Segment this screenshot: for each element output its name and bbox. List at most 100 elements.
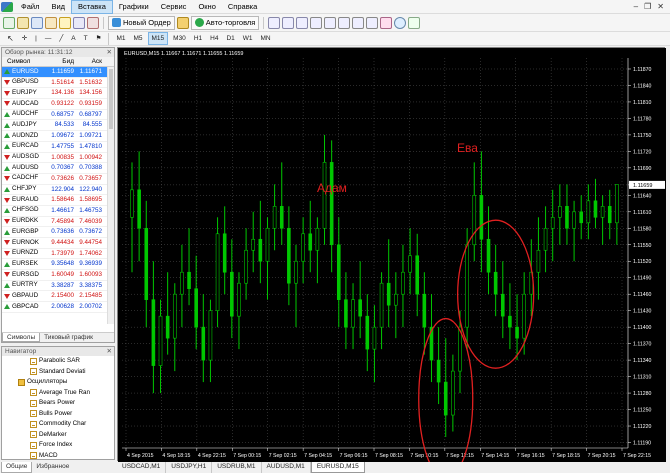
line-chart-icon[interactable] (296, 16, 309, 29)
table-row[interactable]: AUDNZD 1.09672 1.09721 (2, 131, 114, 142)
navigator-item[interactable]: Bulls Power (2, 409, 114, 420)
column-header-symbol[interactable]: Символ (7, 58, 31, 65)
timeframe-m15[interactable]: M15 (147, 32, 169, 45)
templates-icon[interactable] (408, 16, 421, 29)
table-row[interactable]: EURDKK 7.45894 7.46039 (2, 217, 114, 228)
vertical-line-icon[interactable]: | (35, 35, 37, 42)
table-row[interactable]: AUDUSD 0.70367 0.70388 (2, 163, 114, 174)
table-row[interactable]: EURUSD 1.11659 1.11671 (2, 67, 114, 78)
table-row[interactable]: AUDSGD 1.00835 1.00942 (2, 153, 114, 164)
table-row[interactable]: CHFSGD 1.46617 1.46753 (2, 206, 114, 217)
chart-tab[interactable]: USDJPY,H1 (166, 462, 213, 473)
tab-common[interactable]: Общие (1, 462, 33, 473)
table-row[interactable]: EURSGD 1.60049 1.60093 (2, 270, 114, 281)
text-tool-icon[interactable]: A (71, 35, 76, 42)
navigator-item[interactable]: Average True Ran (2, 388, 114, 399)
table-row[interactable]: AUDCHF 0.68757 0.68797 (2, 110, 114, 121)
navigator-item[interactable]: Force Index (2, 440, 114, 451)
tab-tick-chart[interactable]: Тиковый график (44, 334, 93, 341)
navigator-icon[interactable] (59, 16, 71, 29)
timeframe-m30[interactable]: M30 (173, 35, 186, 42)
table-row[interactable]: GBPUSD 1.51614 1.51632 (2, 78, 114, 89)
table-row[interactable]: CHFJPY 122.904 122.940 (2, 185, 114, 196)
meta-editor-icon[interactable] (176, 16, 189, 29)
tile-windows-icon[interactable] (338, 16, 351, 29)
tester-icon[interactable] (87, 16, 99, 29)
table-row[interactable]: AUDCAD 0.93122 0.93159 (2, 99, 114, 110)
table-row[interactable]: EURNZD 1.73979 1.74062 (2, 249, 114, 260)
menu-window[interactable]: Окно (198, 1, 216, 11)
table-row[interactable]: EURJPY 134.136 134.156 (2, 88, 114, 100)
new-order-button[interactable]: Новый Ордер (108, 15, 175, 30)
table-row[interactable]: EURAUD 1.58646 1.58695 (2, 195, 114, 206)
autoscroll-icon[interactable] (352, 16, 365, 29)
table-row[interactable]: EURSEK 9.35648 9.36939 (2, 259, 114, 271)
y-tick-label: 1.11400 (633, 325, 651, 331)
chart-tab[interactable]: USDRUB,M1 (212, 462, 262, 473)
cursor-icon[interactable]: ↖ (7, 34, 14, 43)
table-row[interactable]: AUDJPY 84.533 84.555 (2, 120, 114, 132)
minimize-icon[interactable]: – (633, 2, 639, 11)
table-row[interactable]: GBPAUD 2.15400 2.15485 (2, 291, 114, 303)
close-icon[interactable]: ✕ (657, 2, 664, 11)
new-chart-icon[interactable] (3, 16, 15, 29)
navigator-item[interactable]: Parabolic SAR (2, 356, 114, 367)
market-watch-scrollbar[interactable] (107, 67, 114, 324)
market-watch-icon[interactable] (45, 16, 57, 29)
profiles-icon[interactable] (17, 16, 29, 29)
horizontal-line-icon[interactable]: — (44, 35, 52, 42)
timeframe-m5[interactable]: M5 (133, 35, 143, 42)
bar-chart-icon[interactable] (268, 16, 281, 29)
arrows-tool-icon[interactable]: ⚑ (95, 35, 102, 42)
crosshair-icon[interactable]: ✛ (21, 35, 28, 42)
navigator-item[interactable]: Bears Power (2, 398, 114, 409)
table-row[interactable]: GBPCAD 2.00628 2.00702 (2, 302, 114, 313)
tab-symbols[interactable]: Символы (2, 333, 41, 342)
menu-insert[interactable]: Вставка (71, 0, 113, 14)
chart-window[interactable]: EURUSD,M15 1.11667 1.11671 1.11655 1.116… (117, 47, 666, 462)
navigator-item[interactable]: Осцилляторы (2, 377, 114, 388)
symbol-name: GBPCAD (12, 302, 39, 310)
timeframe-mn[interactable]: MN (260, 35, 271, 42)
timeframe-d1[interactable]: D1 (226, 35, 235, 42)
navigator-item[interactable]: Standard Deviati (2, 367, 114, 378)
chart-tab[interactable]: AUDUSD,M1 (262, 462, 311, 473)
chart-shift-icon[interactable] (366, 16, 379, 29)
timeframe-m1[interactable]: M1 (116, 35, 126, 42)
terminal-icon[interactable] (73, 16, 85, 29)
table-row[interactable]: EURCAD 1.47755 1.47810 (2, 142, 114, 153)
chart-tab[interactable]: USDCAD,M1 (117, 462, 167, 473)
column-header-ask[interactable]: Аск (91, 58, 102, 65)
timeframe-h1[interactable]: H1 (193, 35, 203, 42)
menu-file[interactable]: Файл (21, 1, 40, 11)
periods-icon[interactable] (394, 16, 407, 29)
trendline-icon[interactable]: ╱ (59, 35, 64, 42)
navigator-item[interactable]: Commodity Char (2, 419, 114, 430)
chart-tab[interactable]: EURUSD,M15 (310, 462, 365, 473)
column-header-bid[interactable]: Бид (62, 58, 74, 65)
table-row[interactable]: EURNOK 9.44434 9.44754 (2, 238, 114, 249)
table-row[interactable]: CADCHF 0.73626 0.73657 (2, 174, 114, 185)
close-icon[interactable]: ✕ (106, 49, 112, 56)
tab-favorites[interactable]: Избранное (36, 463, 70, 470)
label-tool-icon[interactable]: T (83, 35, 88, 42)
zoom-out-icon[interactable] (324, 16, 337, 29)
close-icon[interactable]: ✕ (106, 348, 112, 355)
menu-charts[interactable]: Графики (118, 1, 149, 11)
candle-chart-icon[interactable] (282, 16, 295, 29)
navigator-item[interactable]: DeMarker (2, 430, 114, 441)
navigator-item[interactable]: MACD (2, 451, 114, 462)
candlestick-chart[interactable]: EURUSD,M15 1.11667 1.11671 1.11655 1.116… (118, 48, 666, 462)
timeframe-h4[interactable]: H4 (210, 35, 219, 42)
auto-trading-button[interactable]: Авто-торговля (190, 15, 260, 30)
restore-icon[interactable]: ❐ (644, 2, 652, 11)
indicators-icon[interactable] (380, 16, 393, 29)
timeframe-w1[interactable]: W1 (242, 35, 253, 42)
menu-help[interactable]: Справка (227, 1, 258, 11)
menu-view[interactable]: Вид (51, 1, 66, 11)
window-icon[interactable] (31, 16, 43, 29)
table-row[interactable]: EURGBP 0.73636 0.73672 (2, 227, 114, 238)
zoom-in-icon[interactable] (310, 16, 323, 29)
menu-tools[interactable]: Сервис (160, 1, 187, 11)
table-row[interactable]: EURTRY 3.38287 3.38375 (2, 281, 114, 292)
